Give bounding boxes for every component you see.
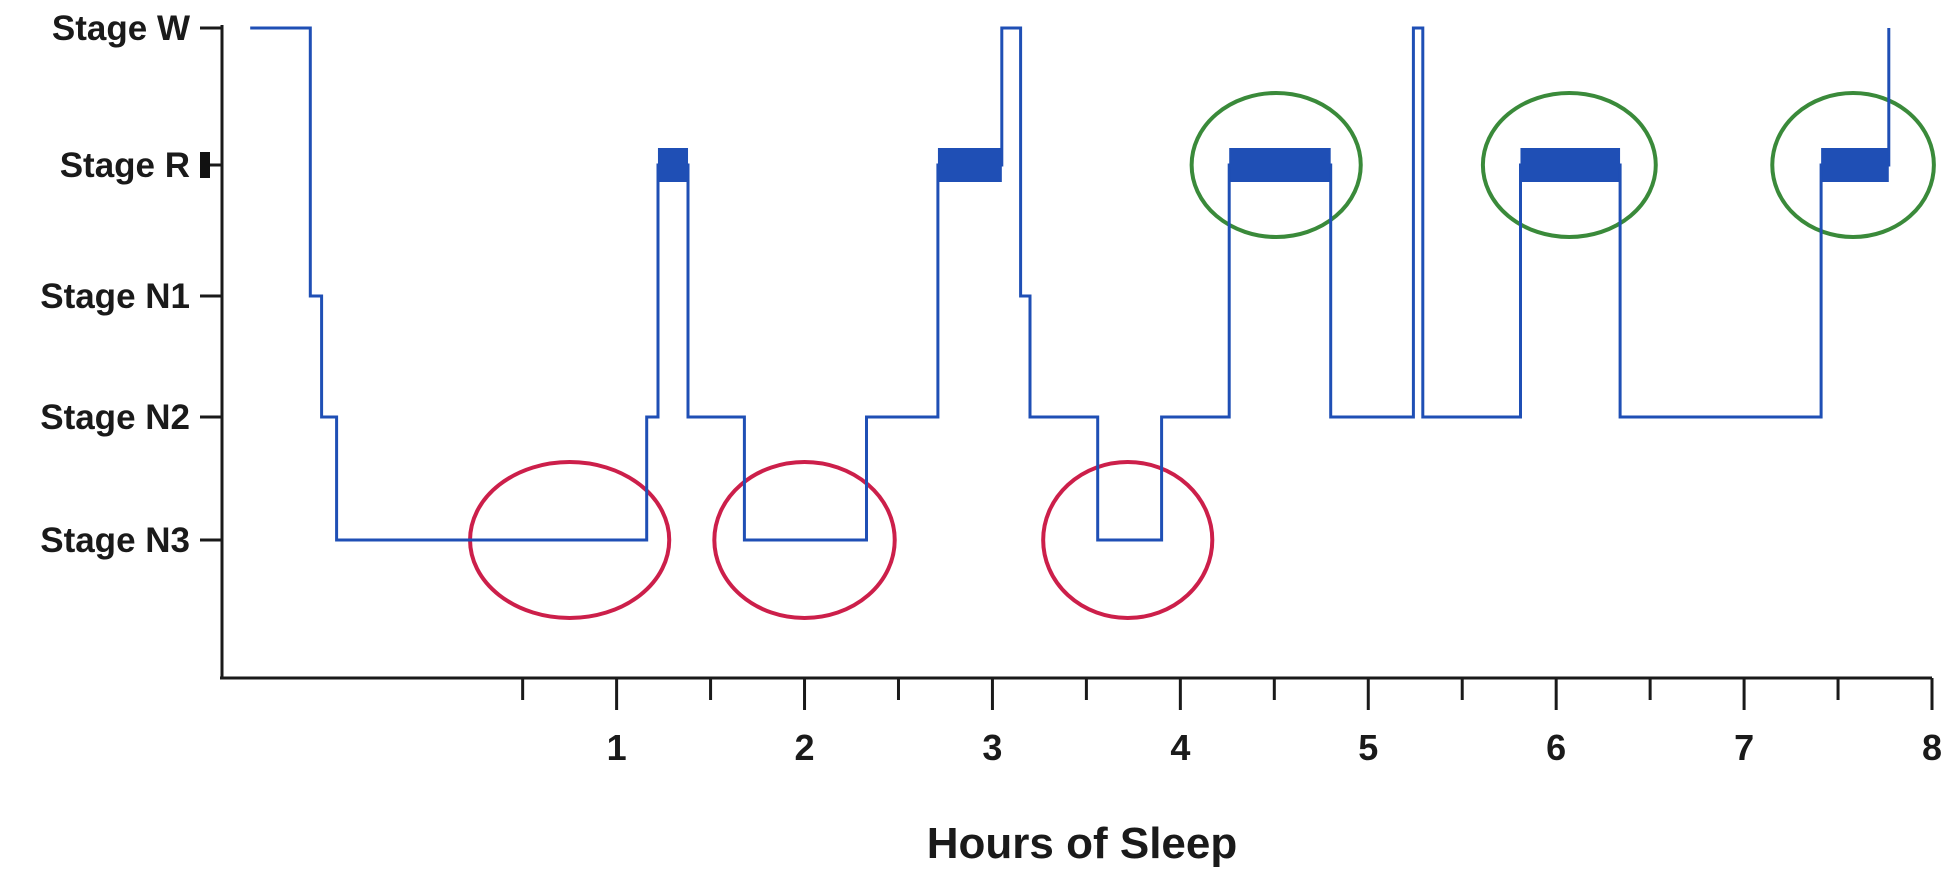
- stage-label: Stage N1: [40, 277, 190, 316]
- series-layer: [250, 26, 1891, 542]
- x-tick-label: 7: [1734, 727, 1754, 768]
- rem-highlight-ellipse-6: [1770, 91, 1936, 239]
- nrem-highlight-ellipse-2: [712, 460, 897, 620]
- stage-label-layer: Stage W Stage R Stage N1 Stage N2 Stage N3: [40, 9, 222, 560]
- nrem-highlight-ellipse-3: [1041, 460, 1215, 620]
- stage-label: Stage N3: [40, 521, 190, 560]
- highlight-layer: [468, 91, 1936, 620]
- x-axis-title: Hours of Sleep: [927, 819, 1238, 868]
- stage-label: Stage N2: [40, 398, 190, 437]
- rem-marker-square: [200, 152, 210, 178]
- x-tick-label: 5: [1358, 727, 1378, 768]
- hypnogram-line: [250, 26, 1891, 542]
- x-tick-label: 1: [607, 727, 627, 768]
- x-tick-label: 8: [1922, 727, 1941, 768]
- axes-layer: [220, 25, 1932, 680]
- x-tick-label: 2: [795, 727, 815, 768]
- rem-highlight-ellipse-4: [1189, 91, 1363, 239]
- stage-label: Stage R: [60, 146, 190, 185]
- x-tick-label: 3: [982, 727, 1002, 768]
- x-tick-label: 4: [1170, 727, 1190, 768]
- tick-layer: 1 2 3 4 5 6 7 8: [521, 678, 1941, 768]
- stage-label: Stage W: [52, 9, 190, 48]
- x-tick-label: 6: [1546, 727, 1566, 768]
- rem-highlight-ellipse-5: [1480, 91, 1658, 239]
